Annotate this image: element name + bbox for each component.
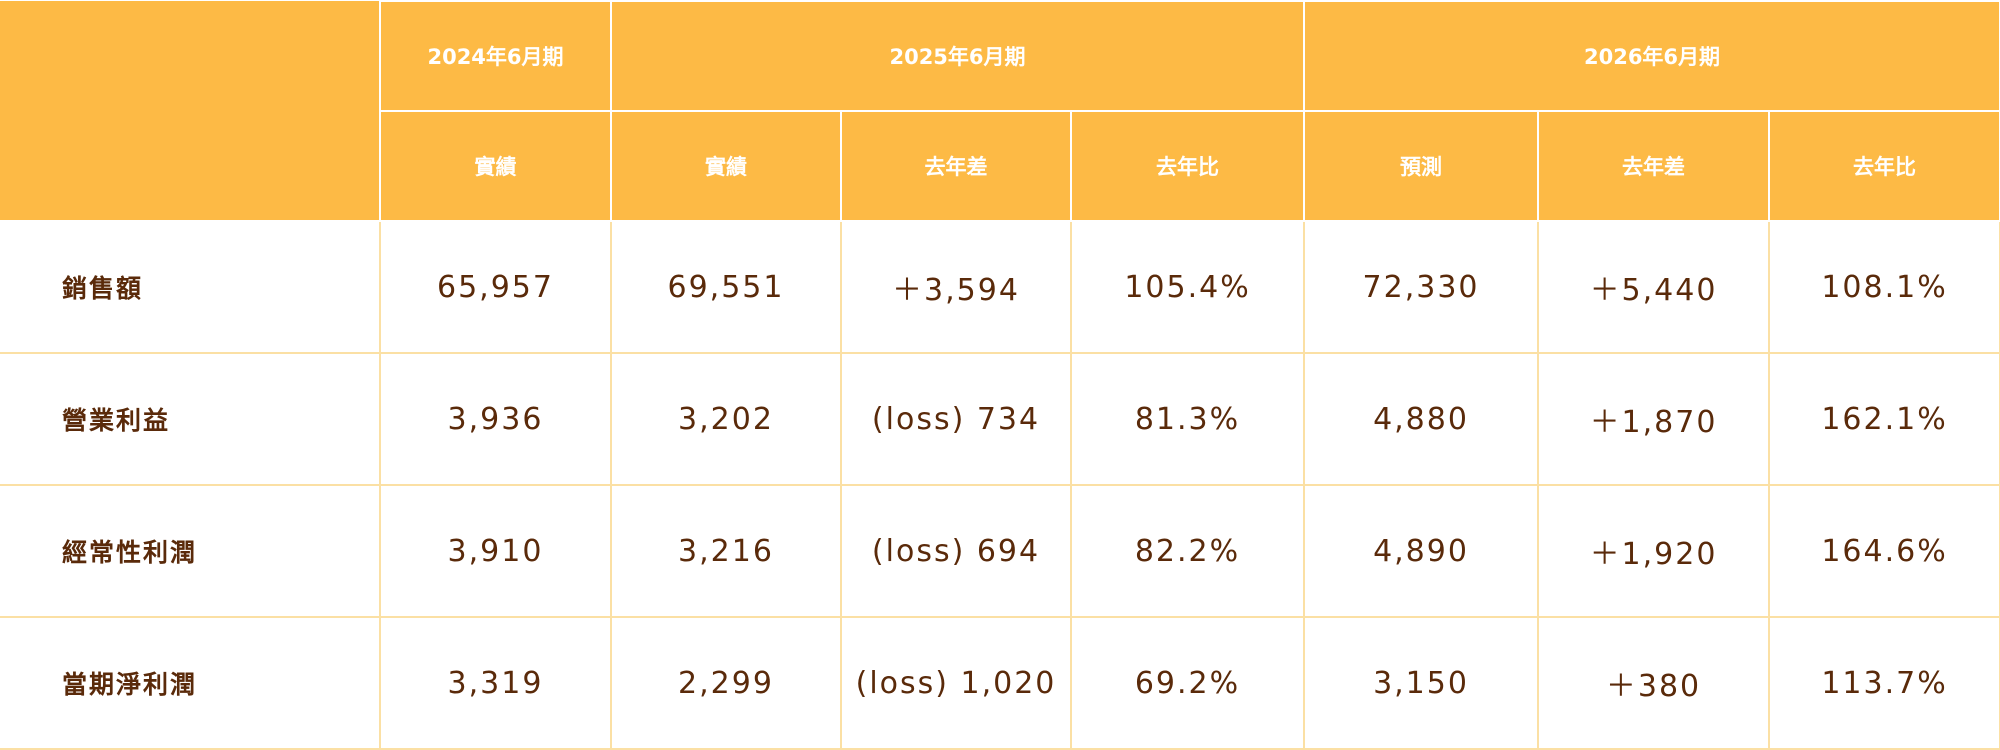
data-cell: 69.2%: [1069, 616, 1306, 750]
data-cell: 3,936: [379, 352, 612, 486]
data-cell: 162.1%: [1768, 352, 2000, 486]
data-cell: 105.4%: [1069, 220, 1306, 354]
column-header: 去年差: [1537, 110, 1771, 222]
column-header: 預測: [1303, 110, 1540, 222]
period-header: 2026年6月期: [1303, 0, 2000, 112]
data-cell: 2,299: [610, 616, 842, 750]
column-header: 實績: [610, 110, 842, 222]
data-cell: 72,330: [1303, 220, 1540, 354]
data-cell: ＋1,870: [1537, 352, 1771, 486]
data-cell: ＋380: [1537, 616, 1771, 750]
data-cell: ＋1,920: [1537, 484, 1771, 618]
data-cell: 4,890: [1303, 484, 1540, 618]
data-cell: 81.3%: [1069, 352, 1306, 486]
corner-cell: [0, 1, 381, 222]
period-header: 2024年6月期: [379, 0, 612, 112]
row-label: 營業利益: [0, 352, 381, 486]
table-head: 2024年6月期 2025年6月期 2026年6月期 實績 實績 去年差 去年比 預測 去年差去…: [0, 0, 2000, 222]
header-row: 2024年6月期 2025年6月期 2026年6月期: [0, 0, 2000, 222]
data-cell: 82.2%: [1069, 484, 1306, 618]
data-cell: 69,551: [610, 220, 842, 354]
data-cell: (loss) 1,020: [840, 616, 1072, 750]
data-cell: 3,202: [610, 352, 842, 486]
data-row: 經常性利潤 3,910 3,216 (loss) 694 82.2% 4,890 ＋1,92…: [0, 484, 2000, 618]
row-label: 經常性利潤: [0, 484, 381, 618]
data-cell: 65,957: [379, 220, 612, 354]
data-cell: 164.6%: [1768, 484, 2000, 618]
data-cell: 3,910: [379, 484, 612, 618]
data-cell: 108.1%: [1768, 220, 2000, 354]
data-row: 銷售額 65,957 69,551 ＋3,594 105.4% 72,330 ＋5,440 1…: [0, 220, 2000, 354]
column-header: 去年差: [840, 110, 1072, 222]
row-label: 當期淨利潤: [0, 616, 381, 750]
data-cell: (loss) 734: [840, 352, 1072, 486]
data-cell: ＋5,440: [1537, 220, 1771, 354]
data-row: 當期淨利潤 3,319 2,299 (loss) 1,020 69.2% 3,150 ＋38…: [0, 616, 2000, 750]
column-header: 去年比: [1069, 110, 1306, 222]
data-cell: (loss) 694: [840, 484, 1072, 618]
period-header: 2025年6月期: [609, 0, 1306, 112]
data-cell: 3,150: [1303, 616, 1540, 750]
row-label: 銷售額: [0, 220, 381, 354]
data-cell: ＋3,594: [840, 220, 1072, 354]
column-header: 實績: [379, 110, 612, 222]
column-header: 去年比: [1768, 110, 2000, 222]
data-cell: 3,319: [379, 616, 612, 750]
data-cell: 3,216: [610, 484, 842, 618]
data-row: 營業利益 3,936 3,202 (loss) 734 81.3% 4,880 ＋1,870…: [0, 352, 2000, 486]
subheader-row: 實績 實績 去年差 去年比 預測 去年差 去年比: [0, 110, 2000, 222]
table-body: 銷售額 65,957 69,551 ＋3,594 105.4% 72,330 ＋5,440 1…: [0, 220, 2000, 750]
data-cell: 113.7%: [1768, 616, 2000, 750]
data-cell: 4,880: [1303, 352, 1540, 486]
